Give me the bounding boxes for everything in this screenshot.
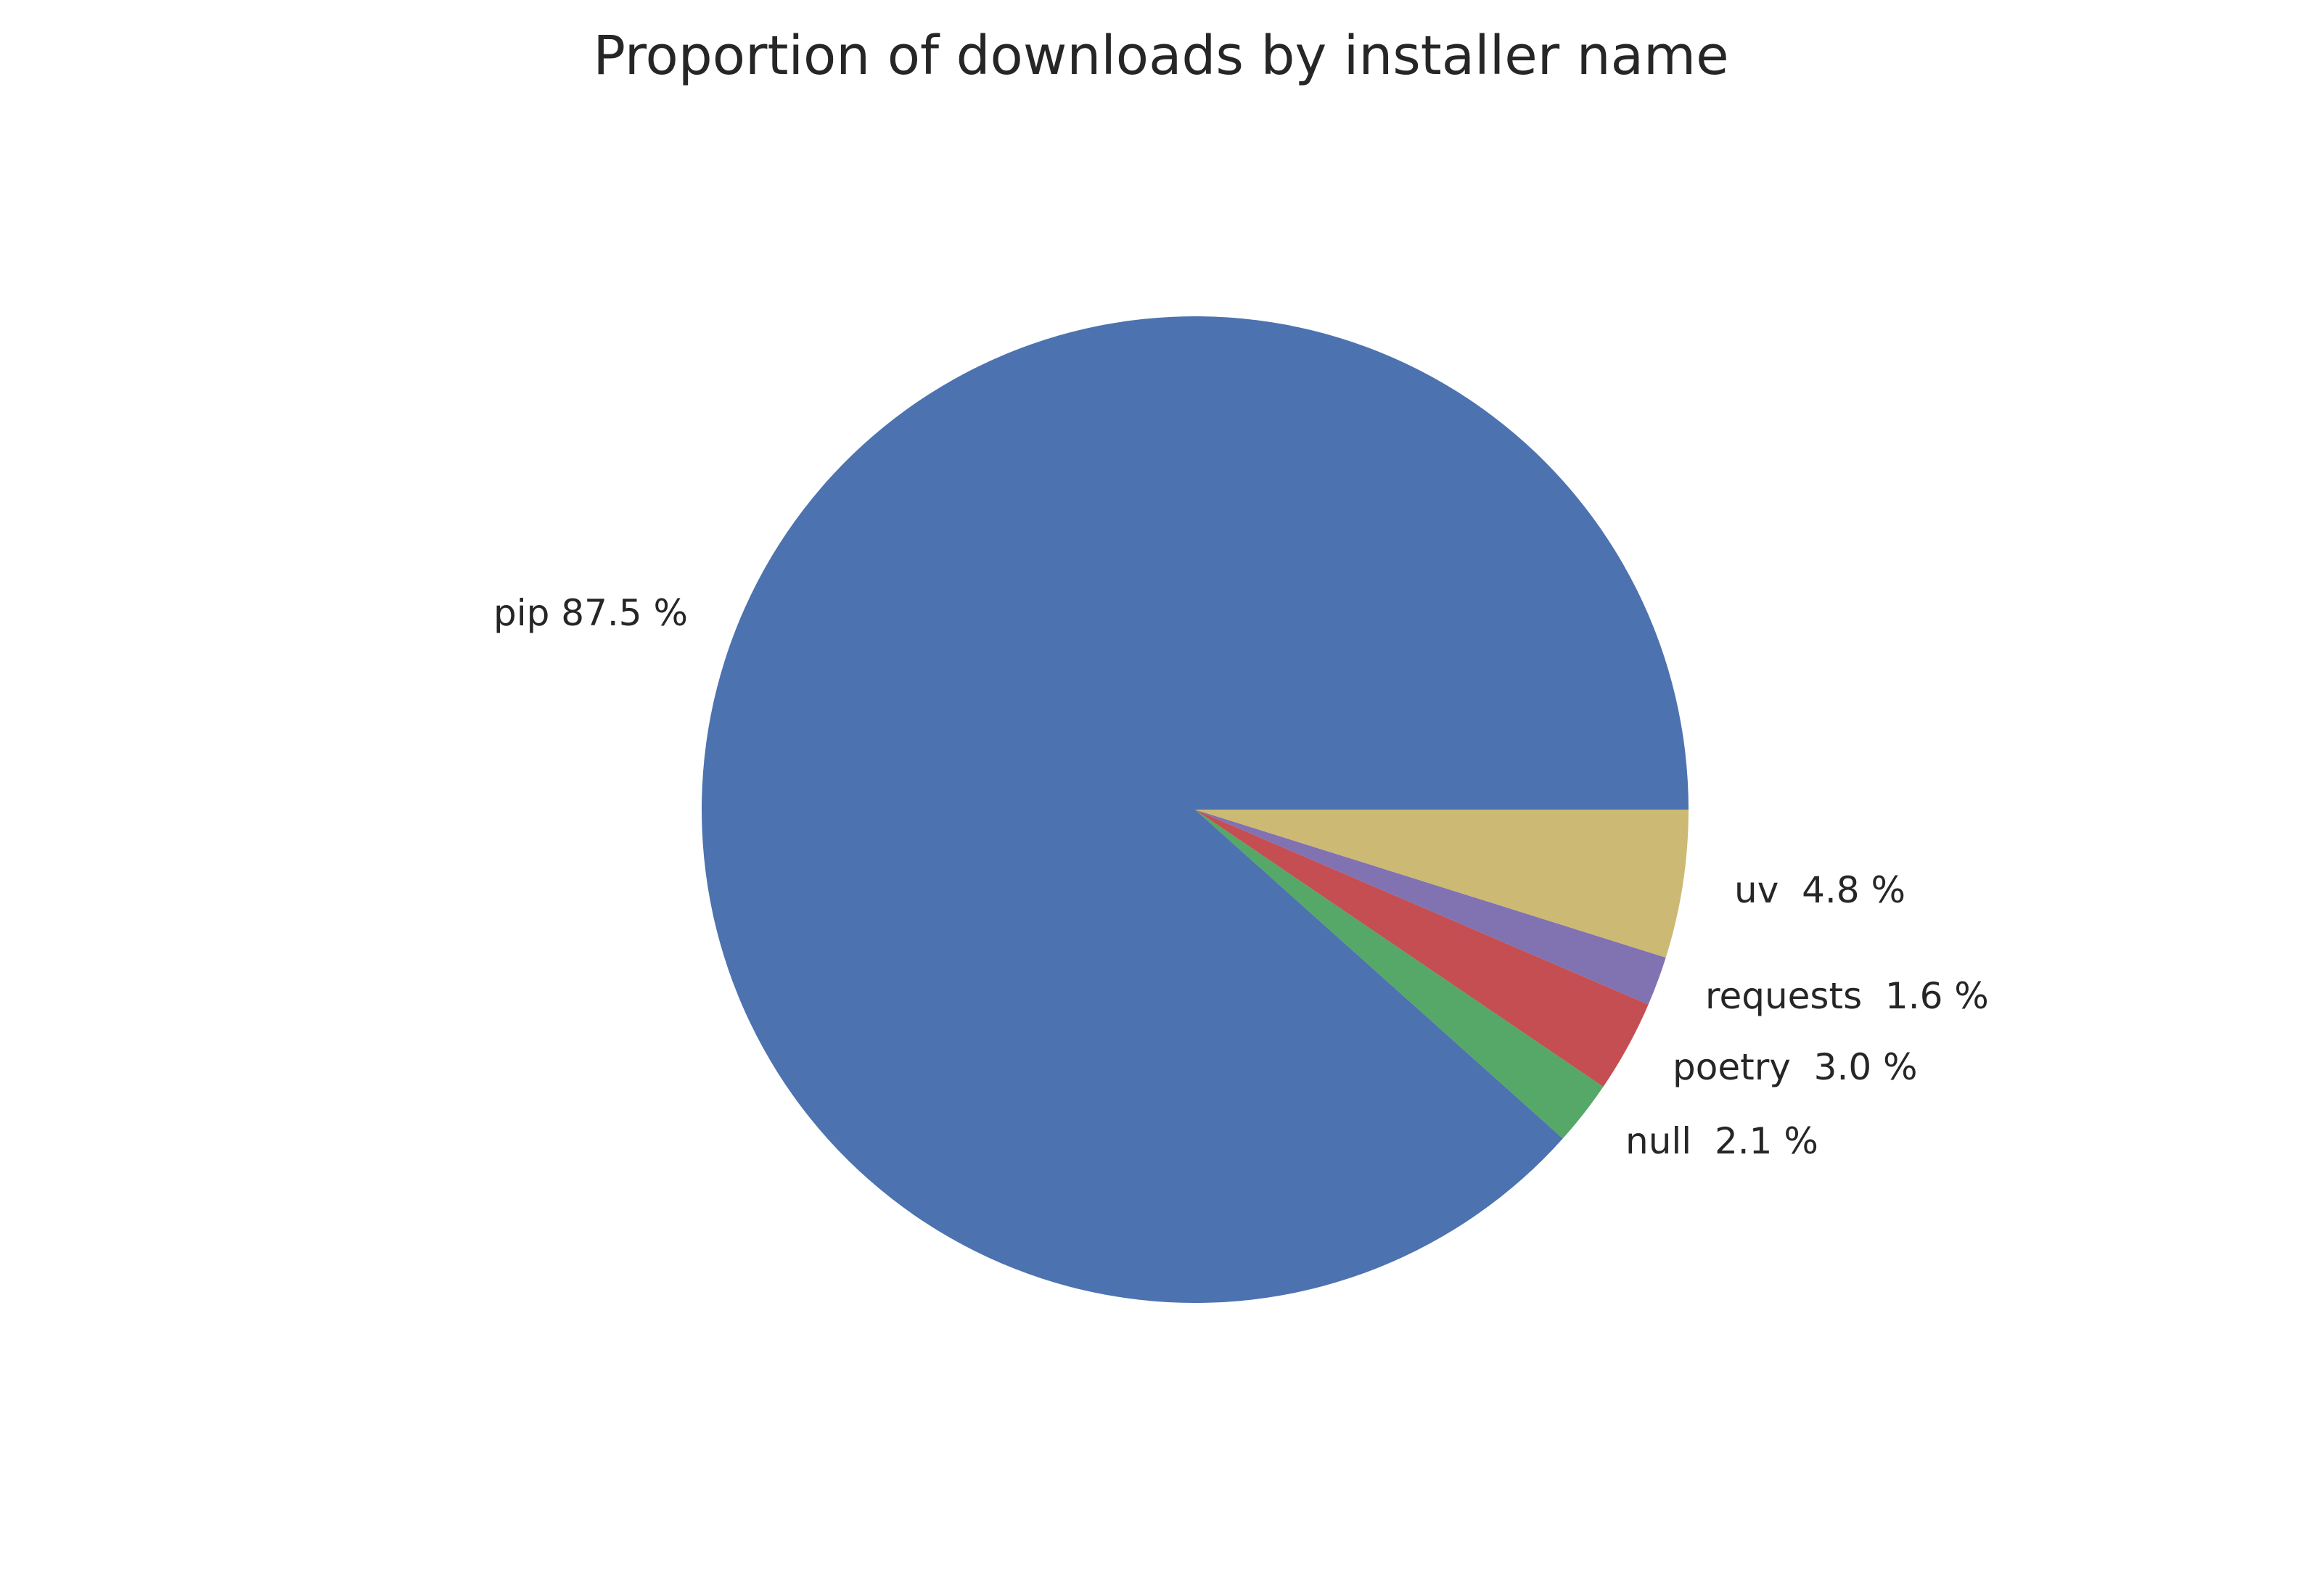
slice-label-pip: pip 87.5 %: [493, 592, 688, 634]
slice-label-null: null 2.1 %: [1625, 1120, 1818, 1162]
pie-slice-poetry: [1195, 810, 1649, 1087]
slice-label-requests: requests 1.6 %: [1705, 975, 1989, 1017]
chart-title: Proportion of downloads by installer nam…: [593, 25, 1729, 87]
pie-slice-requests: [1195, 810, 1666, 1005]
pie-slice-uv: [1195, 810, 1689, 958]
slice-label-uv: uv 4.8 %: [1734, 869, 1905, 911]
pie-slice-null: [1195, 810, 1604, 1139]
slice-label-poetry: poetry 3.0 %: [1673, 1046, 1918, 1088]
pie-slice-pip: [702, 316, 1689, 1304]
